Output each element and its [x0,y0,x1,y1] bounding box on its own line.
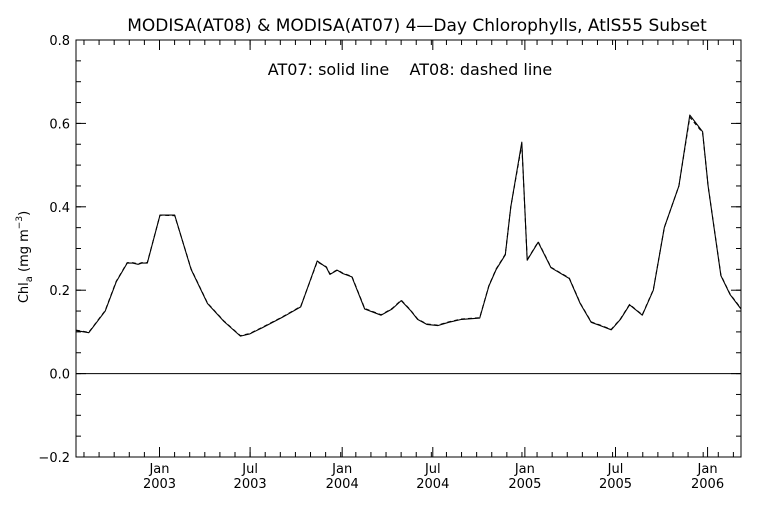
x-tick-label-year: 2005 [599,477,632,492]
y-axis-label-main: Chl [17,282,32,303]
x-tick-label-year: 2005 [508,477,541,492]
y-axis-label: Chla (mg m−3) [15,211,35,303]
x-tick-label-month: Jan [697,462,718,477]
y-tick-label: 0.8 [49,34,70,49]
y-tick-label: 0.2 [49,284,70,299]
x-tick-label-month: Jan [331,462,352,477]
chart-annotation: AT07: solid line AT08: dashed line [268,60,553,79]
x-tick-label-month: Jul [607,462,624,477]
x-tick-label-month: Jul [424,462,441,477]
x-tick-label-year: 2003 [234,477,267,492]
y-tick-label: 0.6 [49,117,70,132]
x-tick-label-month: Jan [514,462,535,477]
chart-title: MODISA(AT08) & MODISA(AT07) 4—Day Chloro… [127,16,707,36]
x-tick-label-month: Jul [241,462,258,477]
y-tick-label: −0.2 [38,451,70,466]
y-axis-label-sub: a [24,276,35,282]
y-axis-label-close: ) [17,211,32,216]
y-tick-label: 0.0 [49,368,70,383]
series-line-at08 [75,116,742,337]
x-tick-label-year: 2004 [416,477,449,492]
x-tick-label-year: 2003 [143,477,176,492]
x-tick-label-year: 2006 [691,477,724,492]
y-tick-label: 0.4 [49,201,70,216]
x-tick-label-month: Jan [148,462,169,477]
y-axis-label-units: (mg m [17,229,32,276]
x-tick-label-year: 2004 [326,477,359,492]
y-axis-label-exponent: −3 [15,216,25,229]
